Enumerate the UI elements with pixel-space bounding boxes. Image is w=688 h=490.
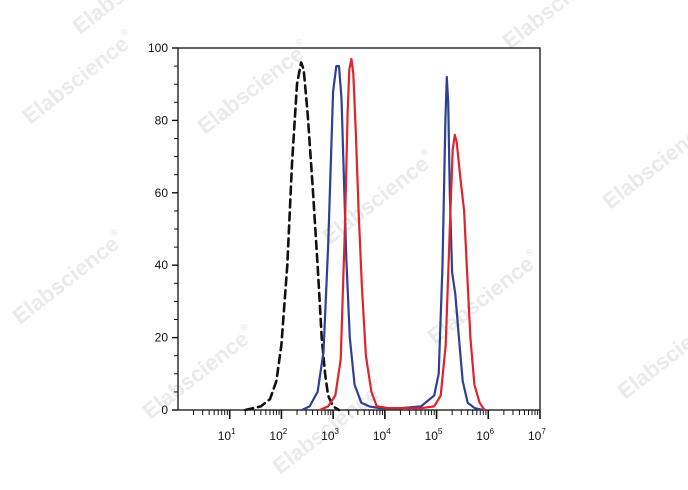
- x-tick-label: 104: [373, 427, 391, 443]
- y-tick-label: 0: [161, 403, 168, 417]
- y-tick-label: 40: [155, 258, 169, 272]
- watermark-registered-mark: ®: [294, 36, 306, 48]
- watermark-text: Elabscience: [598, 116, 688, 214]
- watermark-registered-mark: ®: [369, 376, 381, 388]
- x-tick-label: 107: [528, 427, 546, 443]
- y-tick-label: 100: [148, 41, 168, 55]
- x-tick-label: 105: [425, 427, 443, 443]
- watermark-tile: Elabscience®: [598, 116, 688, 214]
- x-tick-label: 103: [321, 427, 339, 443]
- watermark-text: Elabscience: [18, 31, 134, 129]
- watermark-text: Elabscience: [193, 41, 309, 139]
- series-line-1: [244, 61, 341, 412]
- y-tick-label: 80: [155, 113, 169, 127]
- watermark-tile: Elabscience®: [318, 146, 434, 249]
- watermark-registered-mark: ®: [524, 246, 536, 258]
- x-tick-label: 102: [269, 427, 287, 443]
- series: [244, 57, 486, 412]
- watermark-registered-mark: ®: [239, 321, 251, 333]
- watermark-tile: Elabscience®: [613, 306, 688, 404]
- watermark-tile: Elabscience®: [498, 0, 614, 54]
- x-tick-label: 106: [476, 427, 494, 443]
- axes: 0 20 40 60 80 100 101 102 103 104 105 106 107: [148, 41, 546, 443]
- watermark-registered-mark: ®: [419, 146, 431, 158]
- watermark-text: Elabscience: [613, 306, 688, 404]
- watermark-registered-mark: ®: [109, 226, 121, 238]
- watermark-text: Elabscience: [498, 0, 614, 54]
- watermark-text: Elabscience: [8, 231, 124, 329]
- y-tick-label: 60: [155, 186, 169, 200]
- y-tick-label: 20: [155, 331, 169, 345]
- watermark-layer: Elabscience®Elabscience®Elabscience®Elab…: [8, 0, 688, 479]
- series-line-3: [318, 57, 486, 412]
- watermark-tile: Elabscience®: [8, 226, 124, 329]
- x-tick-label: 101: [218, 427, 236, 443]
- series-line-2: [300, 65, 485, 412]
- watermark-registered-mark: ®: [119, 26, 131, 38]
- watermark-text: Elabscience: [318, 151, 434, 249]
- watermark-tile: Elabscience®: [18, 26, 134, 129]
